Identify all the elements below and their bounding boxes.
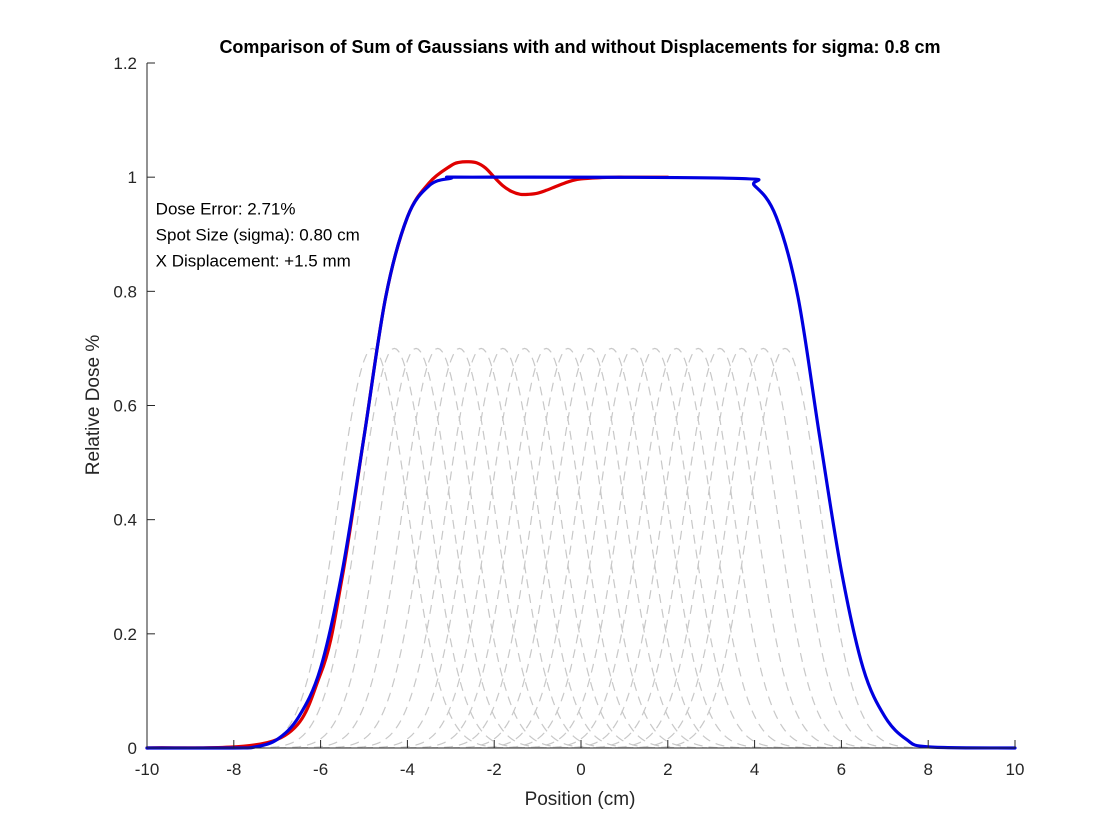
spot-gaussian-7 [385,347,664,749]
spot-gaussian-3 [298,347,577,749]
annotation-dose-error: Dose Error: 2.71% [156,199,296,218]
spot-gaussian-1 [255,347,534,749]
y-tick-label-6: 1.2 [113,54,137,73]
annotation-spot-size: Spot Size (sigma): 0.80 cm [156,225,360,244]
axes: -10 -8 -6 -4 -2 0 2 4 6 8 10 0 0.2 0.4 0.6 0.8 1 1.2 [113,54,1024,779]
y-tick-label-1: 0.2 [113,625,137,644]
series-line-1 [145,175,1017,750]
x-tick-label-9: 8 [923,760,932,779]
spot-gaussian-13 [515,347,794,749]
x-tick-label-0: -10 [135,760,160,779]
spot-gaussian-19 [646,347,924,749]
spot-gaussian-2 [277,347,555,749]
spot-gaussian-9 [429,347,707,749]
spot-gaussian-10 [450,347,729,749]
spot-gaussian-5 [342,347,621,749]
x-tick-label-10: 10 [1006,760,1025,779]
spot-gaussian-12 [494,347,772,749]
annotation-background [151,195,364,276]
spot-gaussian-11 [472,347,751,749]
x-tick-label-3: -4 [400,760,415,779]
spot-gaussians [233,347,924,749]
x-tick-label-5: 0 [576,760,585,779]
spot-gaussian-0 [233,347,512,749]
annotation-x-displacement: X Displacement: +1.5 mm [156,251,351,270]
x-tick-label-6: 2 [663,760,672,779]
x-tick-label-1: -8 [226,760,241,779]
y-tick-label-5: 1 [128,168,137,187]
x-tick-label-7: 4 [750,760,759,779]
spot-gaussian-18 [624,347,903,749]
spot-gaussian-6 [363,347,642,749]
spot-gaussian-16 [580,347,859,749]
y-axis-label: Relative Dose % [83,335,104,476]
y-tick-label-4: 0.8 [113,282,137,301]
spot-gaussian-15 [559,347,838,749]
y-tick-label-0: 0 [128,739,137,758]
spot-gaussian-17 [602,347,881,749]
series-lines [145,160,1017,750]
spot-gaussian-14 [537,347,816,749]
x-axis-label: Position (cm) [525,789,636,810]
annotation-box: Dose Error: 2.71% Spot Size (sigma): 0.8… [151,195,364,276]
x-tick-label-2: -6 [313,760,328,779]
y-tick-label-2: 0.4 [113,511,137,530]
chart-title: Comparison of Sum of Gaussians with and … [219,37,940,57]
x-tick-label-4: -2 [487,760,502,779]
x-tick-label-8: 6 [837,760,846,779]
y-tick-label-3: 0.6 [113,397,137,416]
spot-gaussian-4 [320,347,599,749]
spot-gaussian-8 [407,347,686,749]
